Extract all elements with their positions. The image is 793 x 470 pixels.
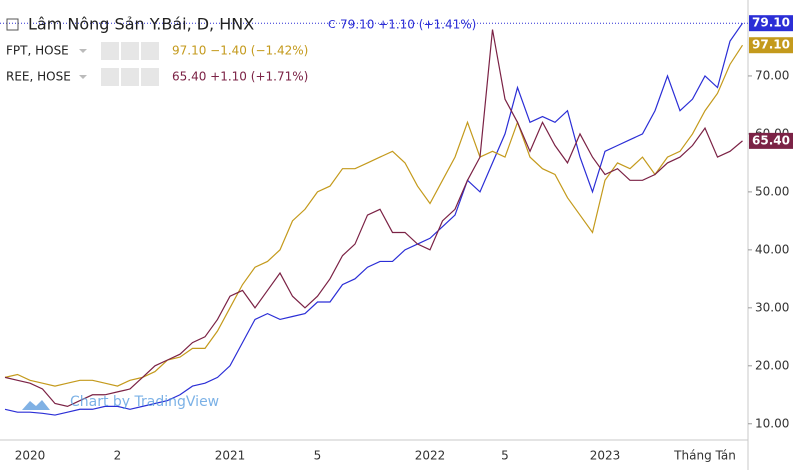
- legend-quote: 65.40 +1.10 (+1.71%): [172, 70, 308, 84]
- plot: [0, 22, 748, 416]
- x-tick-label: 2: [114, 449, 122, 463]
- x-tick-label: 5: [501, 449, 509, 463]
- watermark-text: Chart by TradingView: [70, 394, 219, 410]
- price-tag: [749, 37, 793, 54]
- collapse-icon[interactable]: [6, 18, 19, 31]
- x-tick-label: 2020: [15, 449, 46, 463]
- dropdown[interactable]: [79, 75, 87, 79]
- price-tag-label: 65.40: [752, 133, 790, 147]
- y-tick-label: 10.00: [755, 416, 789, 430]
- settings-icon[interactable]: [121, 42, 139, 60]
- y-tick-label: 70.00: [755, 68, 789, 82]
- x-tick-label: 2022: [415, 449, 446, 463]
- settings-icon[interactable]: [121, 68, 139, 86]
- eye-icon[interactable]: [101, 42, 119, 60]
- watermark: Chart by TradingView: [22, 394, 219, 410]
- y-tick-label: 50.00: [755, 184, 789, 198]
- quote: 79.10 +1.10 (+1.41%): [340, 18, 476, 32]
- y-tick-label: 20.00: [755, 358, 789, 372]
- price-tag: [749, 132, 793, 149]
- series-line: [4, 29, 743, 408]
- legend-name: FPT, HOSE: [6, 44, 69, 58]
- x-tick-label: 2023: [590, 449, 621, 463]
- x-tick-label: 2021: [215, 449, 246, 463]
- price-tag-label: 79.10: [752, 16, 790, 30]
- dropdown[interactable]: [79, 49, 87, 53]
- close-icon[interactable]: [141, 42, 159, 60]
- x-tick-label: Tháng Tán: [673, 449, 736, 463]
- quote-prefix: C: [328, 18, 336, 31]
- y-tick-label: 40.00: [755, 242, 789, 256]
- legend-name: REE, HOSE: [6, 70, 71, 84]
- price-tag-label: 97.10: [752, 38, 790, 52]
- close-icon[interactable]: [141, 68, 159, 86]
- x-tick-label: 5: [314, 449, 322, 463]
- eye-icon[interactable]: [101, 68, 119, 86]
- legend: Lâm Nông Sản Y.Bái, D, HNX C 79.10 +1.10…: [6, 15, 476, 86]
- legend-title: Lâm Nông Sản Y.Bái, D, HNX: [28, 15, 254, 34]
- y-tick-label: 30.00: [755, 300, 789, 314]
- series-line: [4, 44, 744, 387]
- watermark-logo: [22, 400, 50, 410]
- legend-quote: 97.10 −1.40 (−1.42%): [172, 44, 308, 58]
- price-tag: [749, 15, 793, 32]
- series-line: [4, 22, 743, 416]
